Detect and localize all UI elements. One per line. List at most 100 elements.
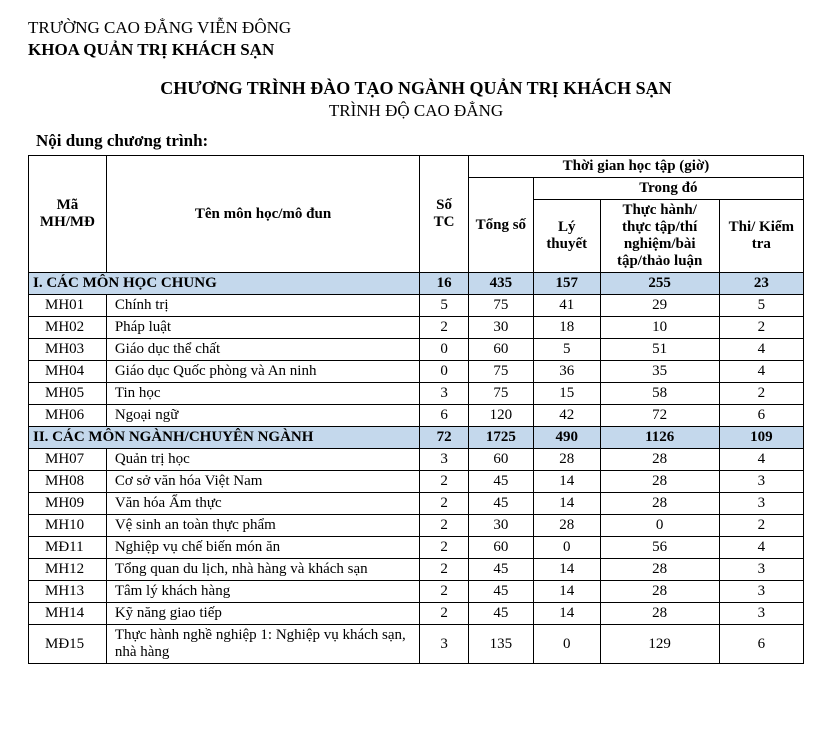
cell-th: 58 [600, 383, 719, 405]
table-row: MH14Kỹ năng giao tiếp24514283 [29, 603, 804, 625]
table-row: MĐ15Thực hành nghề nghiệp 1: Nghiệp vụ k… [29, 625, 804, 664]
cell-ly: 0 [533, 625, 600, 664]
section-title: II. CÁC MÔN NGÀNH/CHUYÊN NGÀNH [29, 427, 420, 449]
cell-ten: Pháp luật [106, 317, 419, 339]
cell-thi: 4 [719, 339, 803, 361]
cell-tong: 30 [468, 515, 533, 537]
table-body: I. CÁC MÔN HỌC CHUNG1643515725523MH01Chí… [29, 273, 804, 664]
cell-thi: 4 [719, 449, 803, 471]
cell-ly: 18 [533, 317, 600, 339]
section-row: II. CÁC MÔN NGÀNH/CHUYÊN NGÀNH7217254901… [29, 427, 804, 449]
cell-ma: MĐ11 [29, 537, 107, 559]
cell-ma: MH04 [29, 361, 107, 383]
cell-ma: MH14 [29, 603, 107, 625]
cell-ly: 14 [533, 581, 600, 603]
cell-tc: 3 [420, 449, 469, 471]
cell-th: 29 [600, 295, 719, 317]
cell-ten: Tin học [106, 383, 419, 405]
cell-th: 35 [600, 361, 719, 383]
section-tc: 72 [420, 427, 469, 449]
cell-ma: MH13 [29, 581, 107, 603]
cell-tong: 60 [468, 537, 533, 559]
cell-thi: 4 [719, 361, 803, 383]
cell-ten: Văn hóa Ẩm thực [106, 493, 419, 515]
cell-ten: Nghiệp vụ chế biến món ăn [106, 537, 419, 559]
cell-tong: 60 [468, 339, 533, 361]
cell-tc: 5 [420, 295, 469, 317]
section-ly: 157 [533, 273, 600, 295]
cell-ma: MH10 [29, 515, 107, 537]
cell-ly: 36 [533, 361, 600, 383]
section-th: 1126 [600, 427, 719, 449]
cell-tong: 45 [468, 603, 533, 625]
cell-tc: 2 [420, 317, 469, 339]
department-name: KHOA QUẢN TRỊ KHÁCH SẠN [28, 40, 804, 60]
table-row: MH13Tâm lý khách hàng24514283 [29, 581, 804, 603]
cell-thi: 4 [719, 537, 803, 559]
cell-ly: 14 [533, 559, 600, 581]
cell-ma: MĐ15 [29, 625, 107, 664]
section-th: 255 [600, 273, 719, 295]
section-row: I. CÁC MÔN HỌC CHUNG1643515725523 [29, 273, 804, 295]
cell-tc: 2 [420, 581, 469, 603]
col-trongdo: Trong đó [533, 178, 803, 200]
section-title: I. CÁC MÔN HỌC CHUNG [29, 273, 420, 295]
cell-thi: 5 [719, 295, 803, 317]
cell-th: 28 [600, 493, 719, 515]
table-row: MH12Tổng quan du lịch, nhà hàng và khách… [29, 559, 804, 581]
cell-ten: Giáo dục Quốc phòng và An ninh [106, 361, 419, 383]
cell-th: 28 [600, 471, 719, 493]
cell-tong: 75 [468, 361, 533, 383]
cell-ma: MH02 [29, 317, 107, 339]
cell-ly: 5 [533, 339, 600, 361]
cell-th: 28 [600, 559, 719, 581]
cell-ten: Tâm lý khách hàng [106, 581, 419, 603]
table-row: MH09Văn hóa Ẩm thực24514283 [29, 493, 804, 515]
cell-th: 56 [600, 537, 719, 559]
col-ly: Lý thuyết [533, 200, 600, 273]
cell-thi: 6 [719, 405, 803, 427]
cell-ten: Ngoại ngữ [106, 405, 419, 427]
col-tc: Số TC [420, 156, 469, 273]
content-label: Nội dung chương trình: [36, 131, 804, 151]
cell-tong: 60 [468, 449, 533, 471]
cell-tc: 2 [420, 603, 469, 625]
section-ly: 490 [533, 427, 600, 449]
cell-tong: 45 [468, 493, 533, 515]
cell-ma: MH01 [29, 295, 107, 317]
cell-tong: 45 [468, 559, 533, 581]
cell-tc: 3 [420, 625, 469, 664]
cell-tc: 0 [420, 361, 469, 383]
cell-th: 10 [600, 317, 719, 339]
cell-thi: 2 [719, 515, 803, 537]
table-row: MH03Giáo dục thể chất0605514 [29, 339, 804, 361]
cell-th: 72 [600, 405, 719, 427]
cell-ten: Giáo dục thể chất [106, 339, 419, 361]
cell-thi: 3 [719, 603, 803, 625]
cell-ma: MH07 [29, 449, 107, 471]
cell-tong: 45 [468, 581, 533, 603]
cell-thi: 2 [719, 383, 803, 405]
cell-thi: 3 [719, 581, 803, 603]
cell-ly: 28 [533, 449, 600, 471]
section-thi: 23 [719, 273, 803, 295]
table-row: MH10Vệ sinh an toàn thực phẩm2302802 [29, 515, 804, 537]
table-row: MH02Pháp luật23018102 [29, 317, 804, 339]
table-row: MĐ11Nghiệp vụ chế biến món ăn2600564 [29, 537, 804, 559]
cell-tc: 2 [420, 471, 469, 493]
cell-tong: 120 [468, 405, 533, 427]
cell-tc: 2 [420, 559, 469, 581]
section-tong: 1725 [468, 427, 533, 449]
cell-ten: Cơ sở văn hóa Việt Nam [106, 471, 419, 493]
table-row: MH06Ngoại ngữ612042726 [29, 405, 804, 427]
cell-ly: 14 [533, 471, 600, 493]
cell-ly: 41 [533, 295, 600, 317]
cell-th: 0 [600, 515, 719, 537]
col-ma: Mã MH/MĐ [29, 156, 107, 273]
cell-ten: Chính trị [106, 295, 419, 317]
curriculum-table: Mã MH/MĐ Tên môn học/mô đun Số TC Thời g… [28, 155, 804, 664]
cell-ly: 28 [533, 515, 600, 537]
cell-thi: 3 [719, 559, 803, 581]
cell-ly: 42 [533, 405, 600, 427]
cell-ten: Thực hành nghề nghiệp 1: Nghiệp vụ khách… [106, 625, 419, 664]
